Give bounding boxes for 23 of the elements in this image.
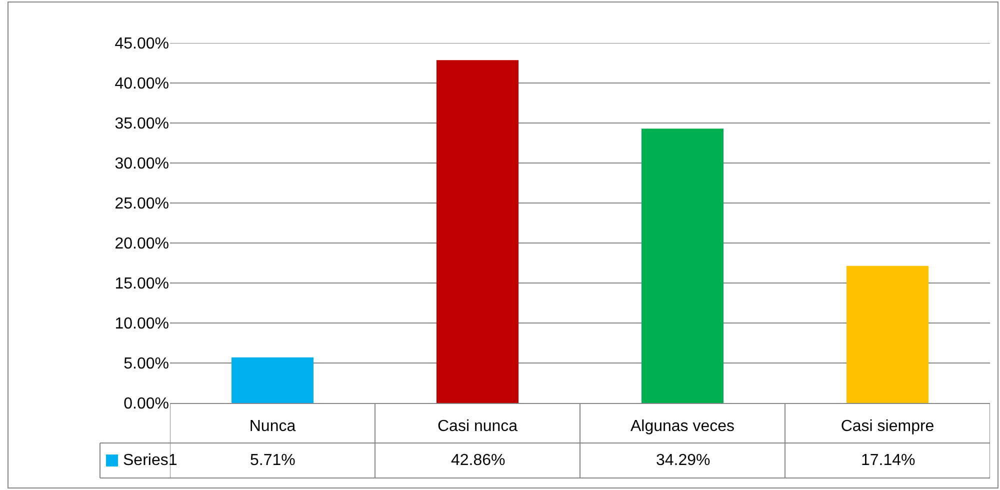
- y-tick-label: 35.00%: [114, 116, 169, 133]
- x-tick-label: Casi nunca: [437, 418, 518, 436]
- y-tick-label: 20.00%: [114, 236, 169, 253]
- y-tick-label: 15.00%: [114, 276, 169, 293]
- y-tick-label: 30.00%: [114, 156, 169, 173]
- x-tick-label: Algunas veces: [630, 418, 735, 436]
- y-tick-label: 0.00%: [124, 396, 169, 413]
- y-tick-label: 25.00%: [114, 196, 169, 213]
- x-tick-label: Casi siempre: [840, 418, 934, 436]
- bar: [232, 357, 314, 403]
- y-tick-label: 40.00%: [114, 76, 169, 93]
- data-label: 5.71%: [250, 452, 296, 469]
- y-tick-label: 5.00%: [124, 356, 169, 373]
- data-label: 17.14%: [861, 452, 916, 469]
- bar: [846, 266, 928, 403]
- legend-label: Series1: [123, 452, 178, 469]
- y-tick-label: 10.00%: [114, 316, 169, 333]
- data-label: 34.29%: [656, 452, 710, 469]
- bar: [436, 60, 518, 403]
- x-tick-label: Nunca: [249, 418, 296, 436]
- bar: [642, 128, 724, 403]
- data-label: 42.86%: [451, 452, 506, 469]
- y-tick-label: 45.00%: [114, 36, 169, 53]
